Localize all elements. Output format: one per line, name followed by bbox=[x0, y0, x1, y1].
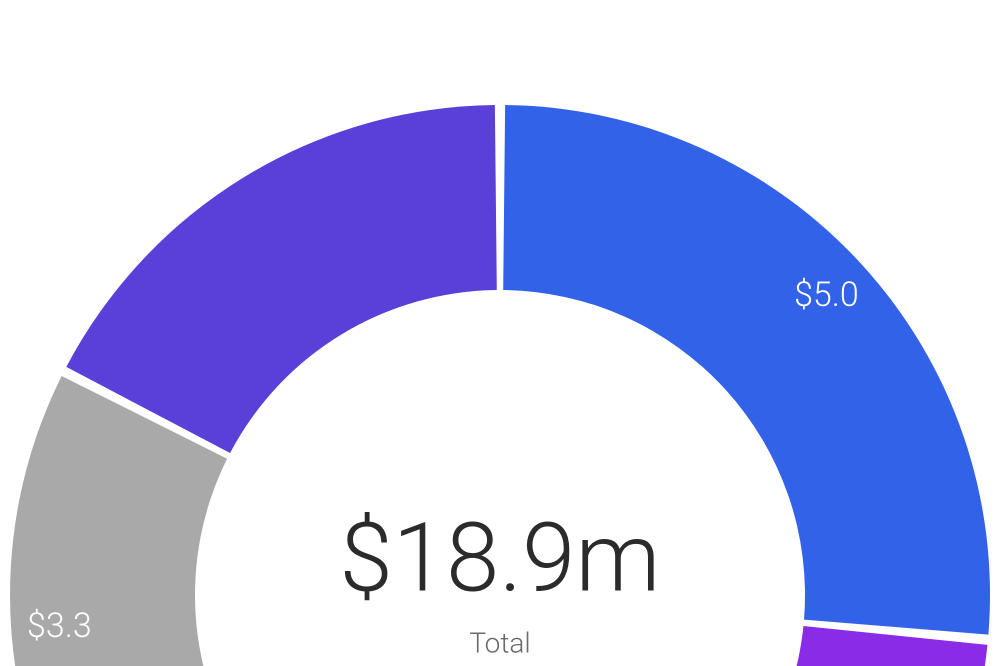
donut-chart-svg: $5.0 $3.3 $18.9m Total bbox=[0, 0, 1000, 666]
donut-slice-1 bbox=[549, 626, 988, 666]
donut-slice-4 bbox=[66, 105, 496, 453]
donut-chart-container: $5.0 $3.3 $18.9m Total bbox=[0, 0, 1000, 666]
donut-slice-label-3: $3.3 bbox=[27, 606, 92, 646]
donut-slice-label-0: $5.0 bbox=[794, 275, 859, 315]
donut-center-sublabel: Total bbox=[469, 626, 530, 659]
donut-center-value: $18.9m bbox=[339, 502, 660, 614]
